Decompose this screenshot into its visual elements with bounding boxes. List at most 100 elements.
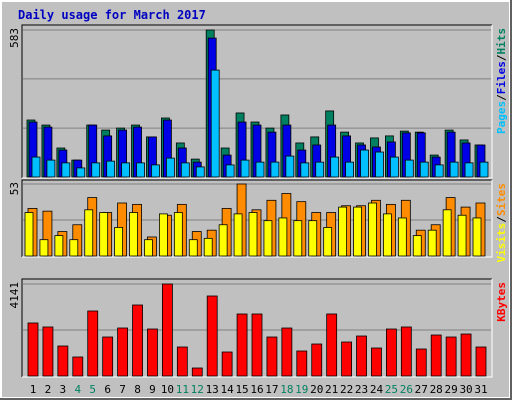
- bar: [72, 356, 84, 377]
- x-tick-label: 23: [355, 383, 368, 396]
- bar: [442, 209, 452, 257]
- bar: [173, 212, 183, 257]
- bar: [233, 213, 243, 257]
- bar: [218, 224, 228, 257]
- x-tick-label: 30: [459, 383, 472, 396]
- x-tick-label: 24: [370, 383, 384, 396]
- bar: [76, 167, 86, 178]
- x-tick-label: 9: [149, 383, 156, 396]
- bar: [39, 239, 49, 257]
- legend-separator: /: [495, 94, 508, 101]
- legend-entry: Hits: [495, 28, 508, 55]
- y-tick-label: 583: [8, 28, 21, 48]
- bar: [356, 335, 367, 377]
- bar: [281, 327, 293, 377]
- bar: [353, 206, 362, 257]
- x-tick-label: 19: [295, 383, 308, 396]
- bar: [479, 161, 489, 178]
- bar: [151, 164, 160, 178]
- legend-entry: KBytes: [495, 282, 508, 322]
- bar: [87, 310, 99, 377]
- x-tick-label: 11: [176, 383, 189, 396]
- bar: [445, 336, 457, 377]
- bar: [61, 162, 71, 178]
- bar: [300, 162, 310, 178]
- bar: [389, 156, 399, 178]
- bar: [203, 237, 213, 257]
- x-tick-label: 1: [30, 383, 37, 396]
- bar: [315, 161, 325, 178]
- bar: [117, 327, 128, 377]
- bar: [270, 161, 280, 178]
- bar: [99, 212, 109, 257]
- legend-entry: Files: [495, 61, 508, 94]
- bar: [330, 156, 340, 178]
- bar: [54, 235, 64, 257]
- bar: [308, 220, 318, 257]
- x-tick-label: 17: [265, 383, 278, 396]
- bar: [165, 157, 175, 178]
- x-tick-label: 21: [325, 383, 338, 396]
- bar: [158, 213, 168, 257]
- bar: [278, 217, 288, 257]
- bar: [412, 235, 422, 257]
- legend: Visits/Sites: [495, 183, 508, 263]
- bar: [457, 214, 467, 257]
- plot-border-dark: [21, 24, 492, 178]
- bar: [132, 304, 143, 377]
- x-tick-label: 10: [161, 383, 174, 396]
- bar: [69, 239, 79, 257]
- bar: [430, 334, 442, 377]
- bar: [311, 343, 323, 377]
- bar: [434, 164, 444, 178]
- bar: [472, 217, 482, 257]
- plot-border-light: [22, 180, 493, 258]
- bar: [161, 283, 173, 377]
- x-tick-label: 12: [191, 383, 204, 396]
- bar: [248, 212, 258, 257]
- bar: [236, 313, 248, 377]
- x-tick-label: 8: [134, 383, 141, 396]
- x-tick-label: 20: [310, 383, 323, 396]
- bar: [285, 155, 295, 178]
- bar: [57, 345, 69, 377]
- x-tick-label: 31: [474, 383, 487, 396]
- bar: [129, 212, 138, 257]
- bar: [415, 348, 427, 377]
- bar: [323, 227, 333, 257]
- plot-border-dark: [21, 278, 492, 377]
- x-tick-label: 22: [340, 383, 353, 396]
- bar: [31, 156, 41, 178]
- bar: [144, 239, 153, 257]
- bar: [221, 351, 233, 377]
- bar: [46, 159, 56, 178]
- bar: [136, 162, 145, 178]
- bar: [460, 333, 472, 377]
- bar: [176, 346, 188, 377]
- bar: [91, 162, 101, 178]
- bar: [225, 164, 235, 178]
- bar: [255, 161, 265, 178]
- x-tick-label: 7: [119, 383, 126, 396]
- bar: [345, 161, 355, 178]
- bar: [240, 159, 250, 178]
- bar: [210, 69, 220, 178]
- chart-title: Daily usage for March 2017: [18, 8, 206, 22]
- x-tick-label: 6: [104, 383, 111, 396]
- bar: [251, 313, 263, 377]
- bar: [42, 326, 54, 377]
- legend-separator: /: [495, 54, 508, 61]
- y-tick-label: 4141: [8, 282, 21, 309]
- bar: [195, 166, 205, 178]
- x-tick-label: 15: [235, 383, 248, 396]
- x-tick-label: 28: [430, 383, 443, 396]
- bar: [397, 217, 407, 257]
- bar: [121, 162, 130, 178]
- bar: [382, 213, 392, 257]
- bar: [84, 209, 94, 257]
- bar: [102, 336, 114, 377]
- x-tick-label: 27: [415, 383, 428, 396]
- bar: [449, 161, 459, 178]
- bar: [106, 160, 116, 178]
